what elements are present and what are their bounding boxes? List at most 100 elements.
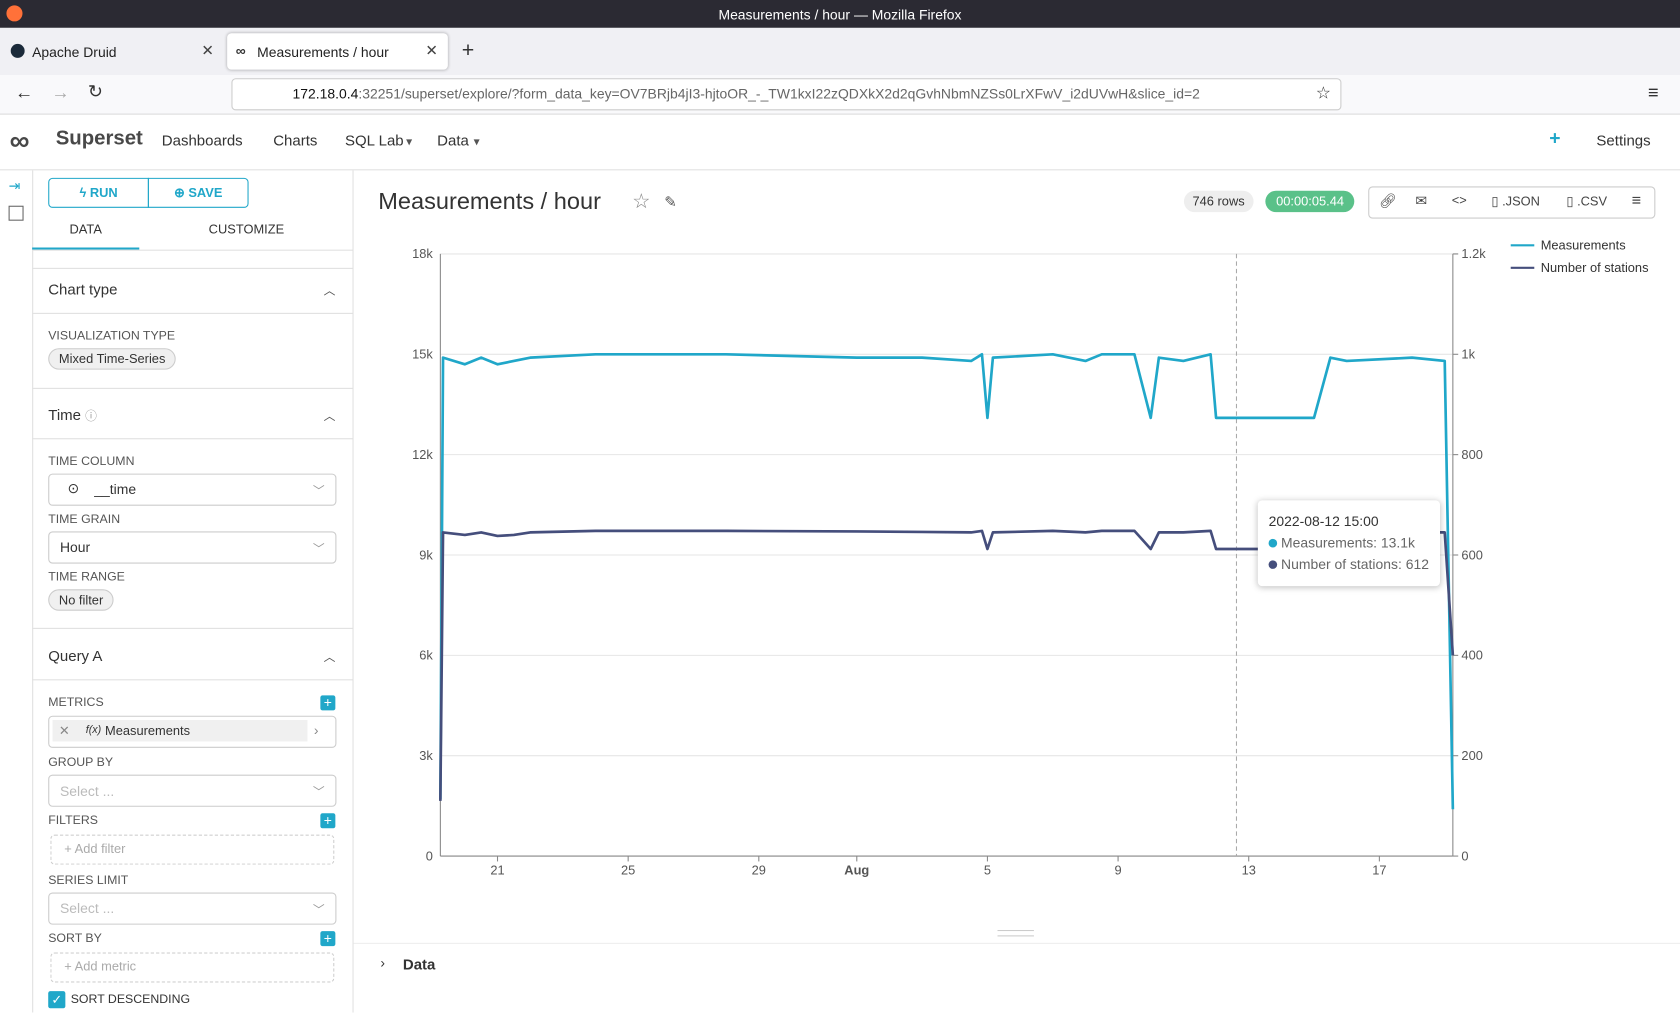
json-label: .JSON bbox=[1502, 193, 1540, 209]
tab-data[interactable]: DATA bbox=[69, 221, 102, 237]
select[interactable] bbox=[48, 892, 337, 925]
nav-item[interactable]: SQL Lab bbox=[345, 131, 404, 149]
x-tick-label: 21 bbox=[490, 862, 504, 877]
tooltip-row: Number of stations: 612 bbox=[1281, 556, 1429, 573]
title-bar bbox=[0, 0, 1680, 28]
left-strip bbox=[0, 170, 34, 1013]
run-button[interactable]: ϟ RUN bbox=[48, 177, 149, 208]
nav-item[interactable]: Dashboards bbox=[161, 131, 243, 149]
y-tick-label: 6k bbox=[419, 648, 433, 663]
field-label: TIME GRAIN bbox=[48, 513, 121, 527]
x-tick-label: 17 bbox=[1372, 862, 1386, 877]
bookmark-star[interactable]: ☆ bbox=[1315, 84, 1332, 103]
action-group bbox=[1368, 186, 1656, 219]
select[interactable] bbox=[48, 774, 337, 807]
embed-button[interactable]: <> bbox=[1451, 192, 1467, 208]
legend-label: Measurements bbox=[1541, 238, 1626, 253]
y-tick-label: 12k bbox=[412, 447, 433, 462]
settings[interactable]: Settings bbox=[1596, 131, 1651, 149]
add-button[interactable]: + bbox=[1549, 127, 1561, 149]
y2-tick-label: 400 bbox=[1461, 648, 1482, 663]
edit[interactable]: ✎ bbox=[664, 192, 677, 211]
sidebar bbox=[32, 170, 354, 1013]
resize-handle[interactable] bbox=[997, 930, 1034, 937]
select-value: __time bbox=[94, 481, 137, 498]
tooltip: 2022-08-12 15:00 Measurements: 13.1k Num… bbox=[1257, 500, 1440, 587]
field-label: TIME COLUMN bbox=[48, 455, 135, 469]
new-tab[interactable]: + bbox=[461, 38, 475, 63]
field-label: VISUALIZATION TYPE bbox=[48, 330, 176, 343]
tooltip-row: Measurements: 13.1k bbox=[1281, 534, 1416, 551]
run-label: RUN bbox=[89, 185, 118, 201]
add-filter-button[interactable]: + bbox=[320, 813, 336, 829]
url-bar[interactable] bbox=[231, 78, 1342, 111]
metric-pill[interactable] bbox=[52, 720, 308, 742]
save-label: SAVE bbox=[188, 185, 223, 201]
x-tick-label: 29 bbox=[752, 862, 766, 877]
select[interactable] bbox=[48, 531, 337, 564]
viz-type[interactable]: Mixed Time-Series bbox=[48, 348, 177, 370]
select[interactable] bbox=[48, 473, 337, 506]
chart: 0 3k 6k 9k 12k 15k 18k 0 200 400 600 800 1k 1.2k 21 25 2… bbox=[412, 238, 1649, 878]
y-tick-label: 9k bbox=[419, 547, 433, 562]
save-button[interactable]: ⊕ SAVE bbox=[147, 177, 249, 208]
query-time: 00:00:05.44 bbox=[1265, 190, 1355, 213]
tab[interactable]: Apache Druid bbox=[32, 43, 117, 61]
y-tick-label: 18k bbox=[412, 246, 433, 261]
tab-close[interactable]: ✕ bbox=[201, 41, 215, 59]
url: 172.18.0.4:32251/superset/explore/?form_… bbox=[293, 86, 1200, 102]
series-line bbox=[439, 352, 1455, 810]
chart-title: Measurements / hour bbox=[378, 187, 601, 215]
y-tick-label: 0 bbox=[426, 848, 433, 863]
active-tab[interactable] bbox=[227, 33, 448, 70]
app-header bbox=[0, 114, 1680, 171]
time-range[interactable]: No filter bbox=[48, 589, 114, 611]
more-button[interactable]: ≡ bbox=[1631, 191, 1642, 211]
field-label: METRICS bbox=[48, 696, 104, 710]
reload[interactable]: ↻ bbox=[87, 81, 104, 102]
add-sort-button[interactable]: + bbox=[320, 931, 336, 947]
dataset-icon[interactable] bbox=[8, 205, 24, 221]
json-button[interactable]: ▯ .JSON bbox=[1491, 193, 1540, 209]
tab-close[interactable]: ✕ bbox=[425, 41, 438, 59]
x-tick-label: Aug bbox=[844, 862, 869, 877]
nav-item[interactable]: Charts bbox=[273, 131, 318, 149]
nav-item[interactable]: Data bbox=[437, 131, 469, 149]
favorite[interactable]: ☆ bbox=[632, 190, 651, 214]
field-label: SORT BY bbox=[48, 932, 102, 946]
url-path: :32251/superset/explore/?form_data_key=O… bbox=[358, 85, 1200, 102]
brand[interactable]: Superset bbox=[55, 127, 143, 151]
checkbox-label: SORT DESCENDING bbox=[70, 993, 191, 1007]
csv-label: .CSV bbox=[1577, 193, 1608, 209]
add-metric-box[interactable] bbox=[50, 952, 335, 983]
placeholder: Select ... bbox=[60, 783, 115, 800]
section-heading[interactable]: Query A bbox=[48, 647, 103, 665]
email-button[interactable]: ✉ bbox=[1415, 192, 1428, 209]
y2-tick-label: 1k bbox=[1461, 347, 1475, 362]
menu[interactable]: ≡ bbox=[1647, 82, 1659, 103]
tab-customize[interactable]: CUSTOMIZE bbox=[208, 221, 285, 237]
add-metric[interactable]: + bbox=[320, 695, 336, 711]
field-label: GROUP BY bbox=[48, 756, 114, 770]
link-button[interactable]: 🔗︎ bbox=[1378, 192, 1397, 209]
legend-label: Number of stations bbox=[1541, 260, 1649, 275]
csv-button[interactable]: ▯ .CSV bbox=[1566, 193, 1608, 209]
data-panel[interactable]: Data bbox=[402, 955, 436, 973]
url-host: 172.18.0.4 bbox=[292, 85, 359, 102]
metric-name: Measurements bbox=[105, 723, 191, 739]
section-heading[interactable]: Chart type bbox=[48, 280, 118, 298]
forward[interactable]: → bbox=[51, 82, 70, 103]
heading-text: Time bbox=[48, 406, 81, 424]
row-count: 746 rows bbox=[1183, 190, 1254, 213]
collapse[interactable]: ⇥ bbox=[8, 177, 21, 194]
checkbox[interactable]: ✓ bbox=[48, 991, 66, 1009]
section-heading[interactable]: Time ⓘ bbox=[48, 406, 97, 424]
logo[interactable]: ∞ bbox=[9, 124, 30, 157]
back[interactable]: ← bbox=[15, 82, 34, 103]
y2-tick-label: 0 bbox=[1461, 848, 1468, 863]
y-tick-label: 3k bbox=[419, 748, 433, 763]
add-filter-box[interactable] bbox=[50, 834, 335, 865]
firefox-icon bbox=[6, 5, 23, 22]
tab[interactable]: Measurements / hour bbox=[257, 43, 389, 61]
